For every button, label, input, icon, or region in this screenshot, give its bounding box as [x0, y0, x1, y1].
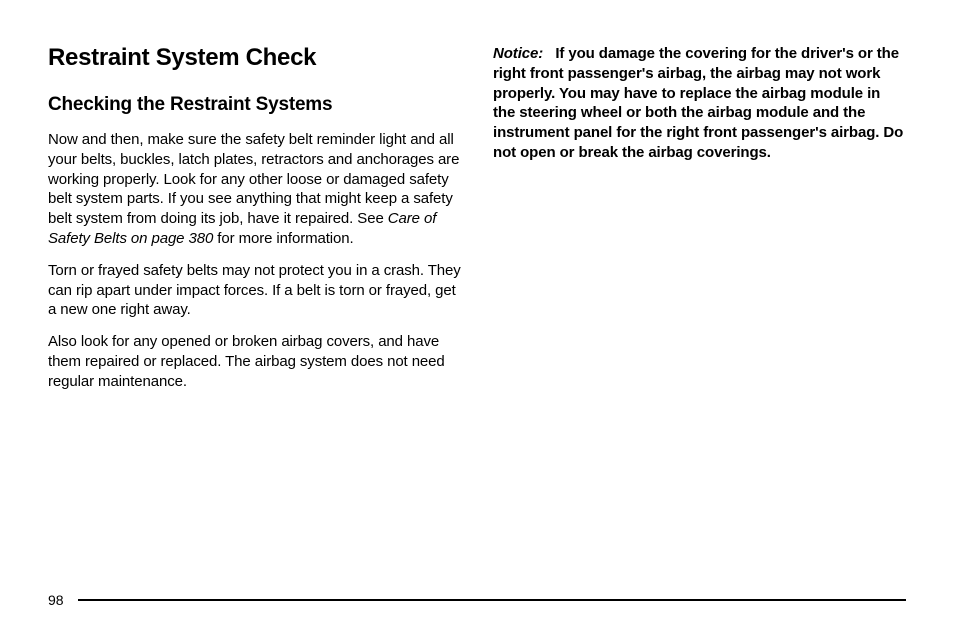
paragraph-3: Also look for any opened or broken airba… — [48, 332, 461, 391]
paragraph-2: Torn or frayed safety belts may not prot… — [48, 261, 461, 320]
heading-2: Checking the Restraint Systems — [48, 94, 461, 116]
heading-1: Restraint System Check — [48, 44, 461, 72]
page-number: 98 — [48, 592, 64, 608]
left-column: Restraint System Check Checking the Rest… — [48, 44, 461, 404]
notice-body: If you damage the covering for the drive… — [493, 45, 903, 161]
paragraph-1: Now and then, make sure the safety belt … — [48, 130, 461, 249]
paragraph-1-text-b: for more information. — [213, 230, 353, 247]
notice-label: Notice: — [493, 45, 543, 62]
footer-rule — [78, 599, 906, 601]
notice-paragraph: Notice: If you damage the covering for t… — [493, 44, 906, 163]
page-body: Restraint System Check Checking the Rest… — [0, 0, 954, 404]
right-column: Notice: If you damage the covering for t… — [493, 44, 906, 404]
page-footer: 98 — [48, 592, 906, 608]
